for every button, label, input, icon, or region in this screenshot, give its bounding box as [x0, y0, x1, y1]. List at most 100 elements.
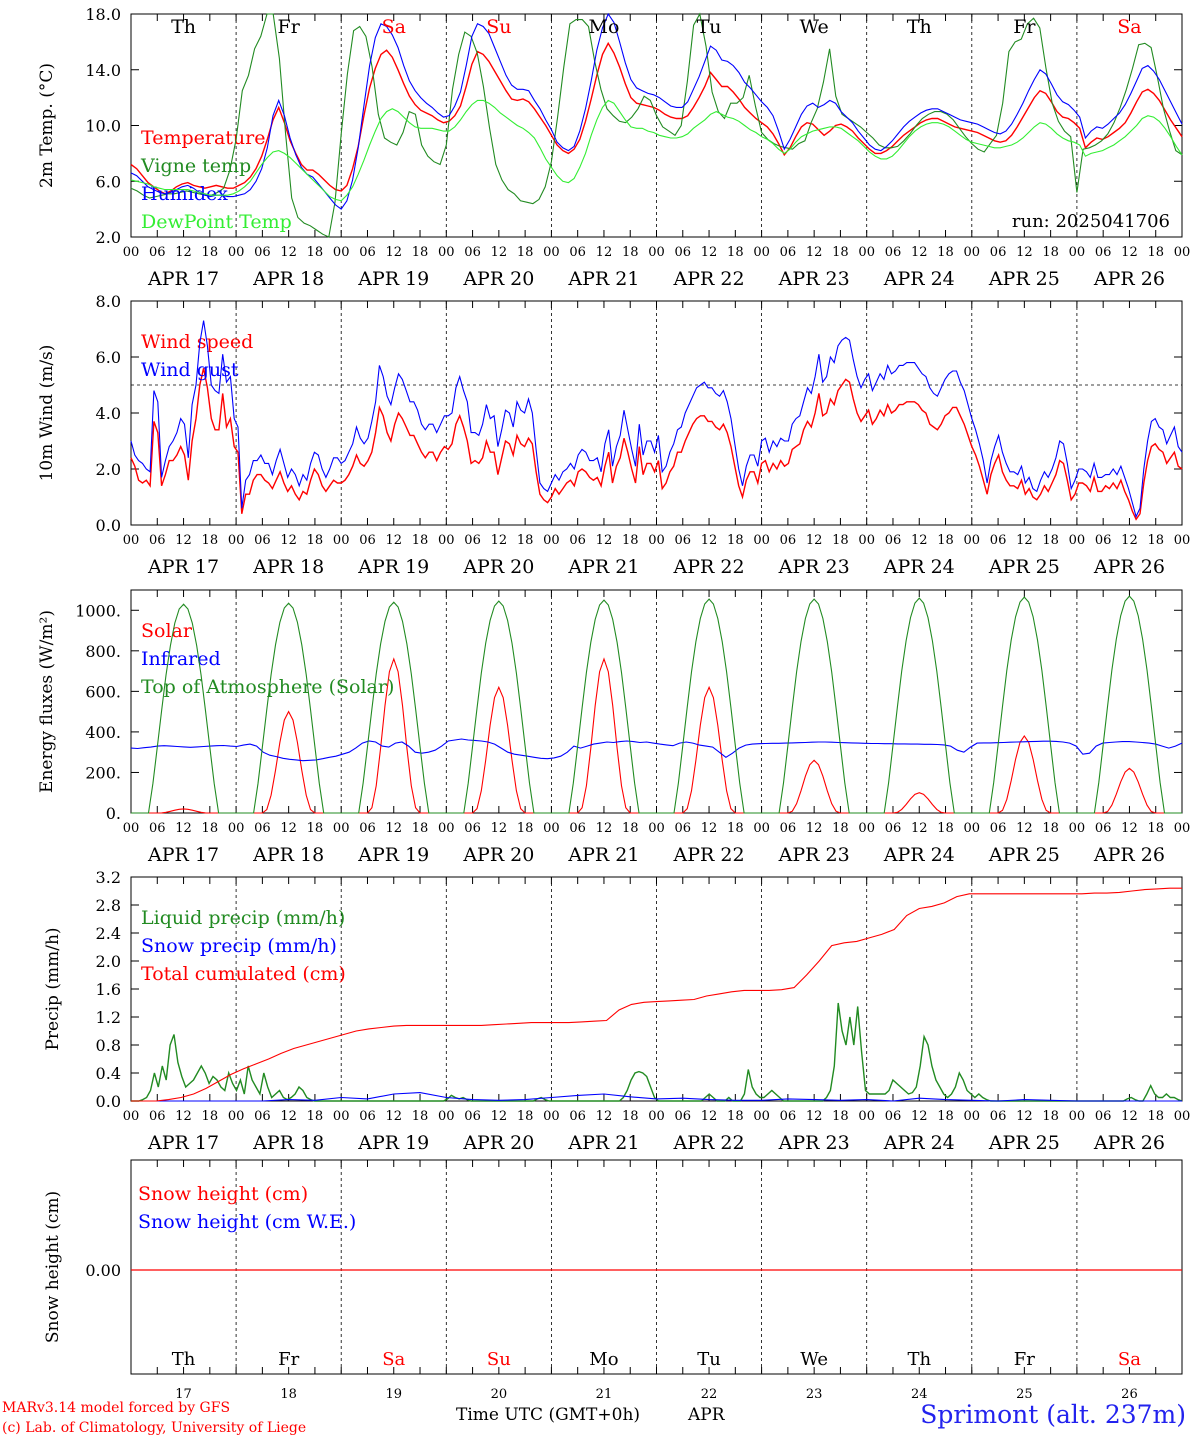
day-abbrev: Su [487, 1349, 511, 1370]
day-number: 25 [1016, 1387, 1033, 1402]
legend-entry: Infrared [141, 648, 221, 670]
hour-label: 06 [675, 533, 692, 548]
hour-label: 06 [885, 533, 902, 548]
hour-label: 00 [858, 1109, 875, 1124]
legend-entry: Total cumulated (cm) [141, 963, 346, 985]
y-axis-label: 2m Temp. (°C) [37, 63, 57, 188]
hour-label: 00 [333, 821, 350, 836]
series-line [131, 887, 1182, 1102]
hour-label: 12 [280, 1109, 297, 1124]
date-label: APR 23 [778, 556, 850, 578]
y-tick-label: 2.8 [96, 896, 121, 915]
hour-label: 06 [464, 821, 481, 836]
hour-label: 18 [622, 245, 639, 260]
hour-label: 18 [1042, 1109, 1059, 1124]
y-tick-label: 600. [85, 682, 121, 701]
day-abbrev: We [800, 16, 829, 38]
hour-label: 06 [885, 821, 902, 836]
panel-frame [130, 13, 1183, 238]
hour-label: 18 [412, 533, 429, 548]
hour-label: 12 [596, 821, 613, 836]
y-tick-label: 6.0 [96, 348, 121, 367]
day-number: 20 [491, 1387, 508, 1402]
hour-label: 00 [648, 1109, 665, 1124]
hour-label: 00 [1174, 533, 1191, 548]
hour-label: 18 [412, 1109, 429, 1124]
y-tick-label: 1.6 [96, 980, 121, 999]
legend-entry: Snow height (cm W.E.) [138, 1211, 356, 1233]
hour-label: 18 [517, 821, 534, 836]
run-label: run: 2025041706 [1012, 211, 1170, 232]
day-number: 17 [175, 1387, 192, 1402]
y-tick-label: 1000. [75, 601, 121, 620]
hour-label: 12 [1016, 245, 1033, 260]
hour-label: 12 [280, 821, 297, 836]
date-label: APR 17 [147, 844, 219, 866]
date-label: APR 22 [673, 268, 745, 290]
legend-entry: Snow precip (mm/h) [141, 935, 337, 957]
day-abbrev: We [800, 1349, 828, 1370]
day-abbrev: Sa [382, 1349, 405, 1370]
hour-label: 18 [307, 533, 324, 548]
hour-label: 06 [780, 533, 797, 548]
hour-label: 06 [464, 1109, 481, 1124]
hour-label: 18 [517, 1109, 534, 1124]
day-number: 22 [701, 1387, 718, 1402]
hour-label: 12 [911, 245, 928, 260]
hour-label: 00 [123, 533, 140, 548]
date-label: APR 19 [357, 844, 429, 866]
hour-label: 18 [1042, 533, 1059, 548]
hour-label: 18 [1042, 245, 1059, 260]
y-axis-label: 10m Wind (m/s) [37, 345, 57, 482]
hour-label: 12 [701, 1109, 718, 1124]
hour-label: 00 [333, 533, 350, 548]
hour-label: 18 [832, 821, 849, 836]
hour-label: 18 [937, 245, 954, 260]
hour-label: 06 [464, 245, 481, 260]
hour-label: 12 [701, 533, 718, 548]
date-label: APR 20 [462, 556, 534, 578]
hour-label: 06 [359, 533, 376, 548]
hour-label: 06 [359, 245, 376, 260]
legend-entry: Vigne temp [140, 155, 251, 177]
date-label: APR 18 [252, 556, 324, 578]
hour-label: 12 [1016, 533, 1033, 548]
hour-label: 12 [385, 821, 402, 836]
hour-label: 18 [1147, 821, 1164, 836]
hour-label: 12 [911, 821, 928, 836]
hour-label: 00 [964, 1109, 981, 1124]
day-abbrev: Th [907, 1349, 931, 1370]
hour-label: 00 [123, 821, 140, 836]
date-label: APR 22 [673, 844, 745, 866]
panel-4: Precip (mm/h) 0.0 0.4 0.8 1.2 1.6 2.0 2.4 2.8 3.2… [43, 868, 1190, 1154]
y-tick-label: 0.4 [96, 1064, 121, 1083]
hour-label: 06 [1095, 821, 1112, 836]
hour-label: 00 [1174, 1109, 1191, 1124]
hour-label: 12 [280, 245, 297, 260]
date-label: APR 26 [1093, 1132, 1165, 1154]
date-label: APR 24 [883, 1132, 955, 1154]
day-abbrev: Fr [278, 16, 301, 38]
legend-entry: Solar [141, 620, 193, 642]
hour-label: 12 [385, 1109, 402, 1124]
series-line [130, 99, 1183, 202]
hour-label: 18 [202, 245, 219, 260]
hour-label: 18 [202, 533, 219, 548]
date-label: APR 26 [1093, 268, 1165, 290]
date-label: APR 20 [462, 1132, 534, 1154]
hour-label: 12 [911, 533, 928, 548]
y-tick-label: 2.0 [96, 228, 121, 247]
day-abbrev: Tu [697, 1349, 721, 1370]
y-axis-label: Snow height (cm) [43, 1191, 63, 1343]
series-line [130, 320, 1183, 519]
hour-label: 00 [858, 533, 875, 548]
series-line [130, 368, 1183, 521]
date-label: APR 20 [462, 268, 534, 290]
hour-label: 00 [648, 821, 665, 836]
x-axis-month: APR [688, 1405, 725, 1425]
date-label: APR 24 [883, 268, 955, 290]
hour-label: 06 [675, 245, 692, 260]
date-label: APR 18 [252, 844, 324, 866]
y-axis-label: Energy fluxes (W/m²) [37, 610, 57, 793]
hour-label: 18 [832, 245, 849, 260]
